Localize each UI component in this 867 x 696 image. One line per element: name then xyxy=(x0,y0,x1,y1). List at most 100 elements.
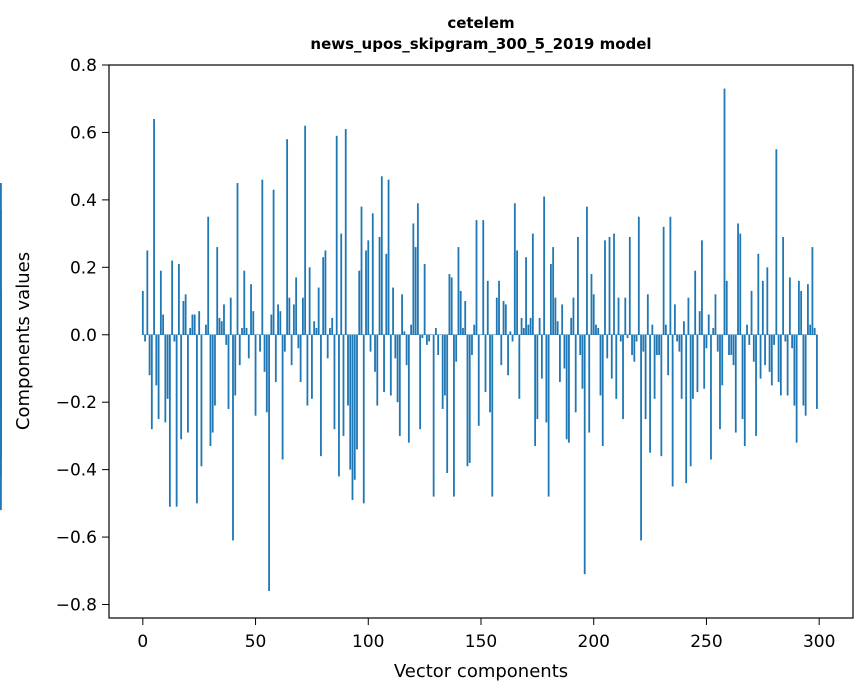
bar xyxy=(326,334,329,359)
y-tick-label: 0.0 xyxy=(70,326,97,346)
bar xyxy=(313,321,316,335)
bar xyxy=(811,247,814,335)
bar xyxy=(604,240,606,335)
bar xyxy=(624,297,627,335)
y-tick-label: 0.2 xyxy=(70,258,97,278)
bar xyxy=(694,270,697,335)
bar xyxy=(597,328,600,335)
bar xyxy=(770,334,773,386)
bar xyxy=(793,334,796,406)
bar xyxy=(232,334,234,541)
bar xyxy=(761,280,764,335)
bar xyxy=(259,334,261,352)
bar xyxy=(662,226,665,335)
bar xyxy=(392,287,394,335)
bar xyxy=(504,304,507,335)
bar xyxy=(685,334,688,484)
bar xyxy=(757,253,760,335)
bar xyxy=(362,334,365,504)
bar xyxy=(421,334,424,339)
bar xyxy=(378,236,381,335)
bar xyxy=(768,334,771,372)
x-tick-label: 150 xyxy=(465,632,497,652)
bar xyxy=(324,250,327,335)
bar xyxy=(376,334,379,406)
y-tick-label: 0.6 xyxy=(70,123,97,143)
bar xyxy=(538,317,541,335)
bar xyxy=(547,334,550,497)
bar xyxy=(714,294,717,335)
bar xyxy=(166,334,169,399)
bar xyxy=(148,334,151,376)
bar xyxy=(534,334,537,447)
bar xyxy=(292,304,295,335)
bar xyxy=(712,328,715,335)
bar xyxy=(698,311,701,335)
bar xyxy=(338,334,340,477)
bar xyxy=(502,301,505,335)
bar xyxy=(283,334,286,352)
bar xyxy=(559,334,561,382)
bar xyxy=(716,334,719,352)
bar xyxy=(365,250,367,335)
bar xyxy=(367,240,370,335)
bar xyxy=(491,334,494,497)
bar xyxy=(486,280,489,335)
bar xyxy=(306,334,309,406)
bar xyxy=(191,314,194,335)
bar xyxy=(353,334,356,480)
bar xyxy=(184,294,187,335)
bar xyxy=(696,334,699,393)
bar xyxy=(617,297,620,335)
y-tick-label: −0.4 xyxy=(56,461,97,481)
bar xyxy=(168,334,171,507)
bar xyxy=(644,334,647,420)
bar xyxy=(295,277,298,335)
bar xyxy=(540,334,543,379)
bar xyxy=(802,334,805,406)
bar xyxy=(425,334,428,345)
bar xyxy=(225,334,228,345)
bar xyxy=(608,236,611,335)
bar xyxy=(401,294,403,335)
bar xyxy=(626,334,629,339)
bar xyxy=(552,247,555,335)
bar xyxy=(171,260,174,335)
bar xyxy=(157,334,160,420)
bar xyxy=(475,220,478,335)
bar xyxy=(737,223,739,335)
bar xyxy=(455,334,458,362)
x-axis-label: Vector components xyxy=(394,661,568,682)
y-tick-label: 0.4 xyxy=(70,191,97,211)
bar xyxy=(279,311,282,335)
bar xyxy=(782,236,785,335)
bar xyxy=(358,270,361,335)
bar xyxy=(198,311,201,335)
bar xyxy=(153,118,155,335)
bar xyxy=(570,317,573,335)
bar xyxy=(290,334,293,366)
bar xyxy=(175,334,178,507)
x-tick-label: 0 xyxy=(137,632,148,652)
bar xyxy=(414,247,417,335)
bar xyxy=(775,149,778,335)
bar xyxy=(374,334,376,372)
bar xyxy=(498,280,500,335)
x-tick-label: 100 xyxy=(352,632,384,652)
bar xyxy=(351,334,354,500)
bar xyxy=(389,334,392,396)
bar xyxy=(453,334,455,497)
bar xyxy=(635,334,638,342)
bar xyxy=(180,334,183,440)
bar xyxy=(707,314,710,335)
bar xyxy=(241,328,243,335)
bar xyxy=(669,216,672,335)
bar xyxy=(527,324,530,335)
bar xyxy=(477,334,480,426)
bar xyxy=(500,334,503,366)
bar xyxy=(177,263,180,335)
bar xyxy=(784,334,787,342)
bar xyxy=(333,334,336,430)
bar xyxy=(299,334,302,382)
bar xyxy=(141,290,144,335)
